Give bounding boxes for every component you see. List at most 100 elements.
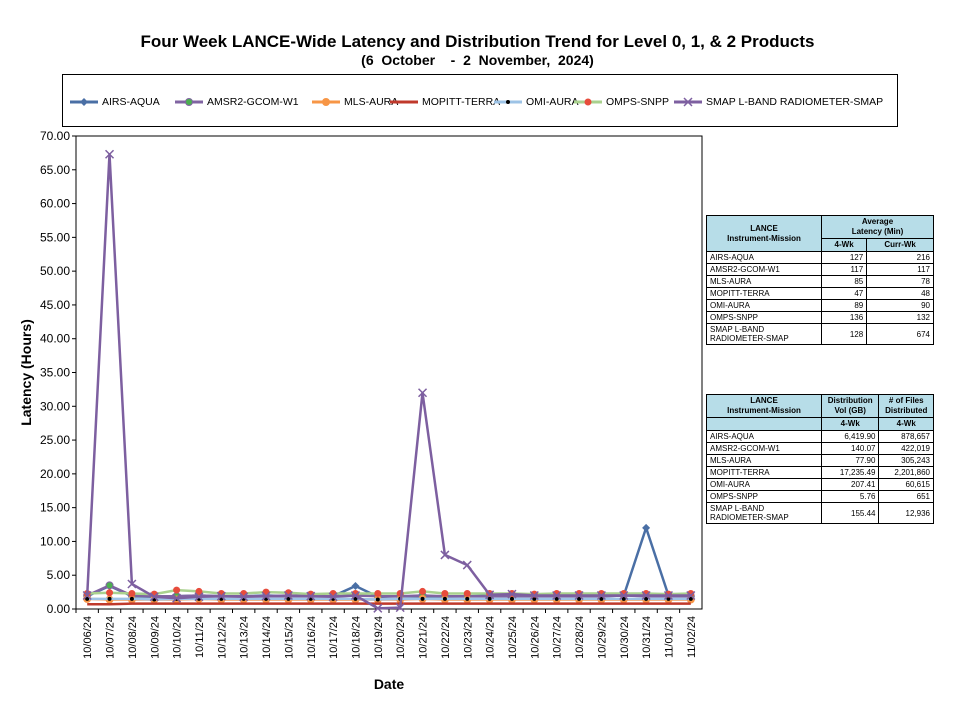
distribution-table-cell-a: 6,419.90 <box>820 430 880 443</box>
data-point <box>149 592 159 602</box>
data-point <box>686 590 696 601</box>
data-point <box>599 596 604 601</box>
legend-label: AIRS-AQUA <box>102 96 160 108</box>
latency-table-cell-name: SMAP L-BAND RADIOMETER-SMAP <box>706 323 822 345</box>
data-point <box>440 550 450 560</box>
data-point <box>328 592 338 602</box>
distribution-table-row: SMAP L-BAND RADIOMETER-SMAP 155.44 12,936 <box>706 502 934 524</box>
data-point <box>375 597 380 602</box>
y-tick-label: 40.00 <box>40 332 70 346</box>
distribution-table-row: AMSR2-GCOM-W1 140.07 422,019 <box>706 442 934 455</box>
x-tick-label: 10/11/24 <box>194 616 206 658</box>
x-tick-label: 10/27/24 <box>552 616 564 659</box>
latency-table-cell-name: OMPS-SNPP <box>706 311 822 324</box>
distribution-table-cell-b: 305,243 <box>878 454 934 467</box>
data-point <box>420 596 425 601</box>
data-point <box>485 590 495 600</box>
x-axis-title: Date <box>374 676 405 692</box>
distribution-table-row: OMI-AURA 207.41 60,615 <box>706 478 934 491</box>
latency-table-cell-a: 85 <box>820 275 868 288</box>
latency-table-cell-b: 117 <box>866 263 934 276</box>
latency-table-cell-a: 47 <box>820 287 868 300</box>
data-point <box>106 589 114 597</box>
legend-swatch <box>175 98 203 106</box>
x-tick-label: 10/10/24 <box>172 616 184 659</box>
x-tick-label: 10/21/24 <box>418 616 430 659</box>
data-point <box>552 590 562 601</box>
legend-item: MOPITT-TERRA <box>389 94 500 110</box>
distribution-table-cell-b: 651 <box>878 490 934 503</box>
legend-marker <box>683 97 693 107</box>
y-tick-label: 20.00 <box>40 467 70 481</box>
x-tick-label: 11/01/24 <box>663 616 675 658</box>
distribution-table-cell-b: 12,936 <box>878 502 934 524</box>
data-point <box>418 388 428 398</box>
y-tick-label: 65.00 <box>40 163 70 177</box>
latency-table-header-average: Average Latency (Min) <box>821 215 934 239</box>
data-point <box>107 596 112 601</box>
series-line <box>87 602 691 606</box>
latency-table-cell-a: 117 <box>820 263 868 276</box>
latency-table-cell-b: 78 <box>866 275 934 288</box>
y-tick-label: 50.00 <box>40 264 70 278</box>
series-line <box>85 152 691 610</box>
x-tick-label: 10/15/24 <box>283 616 295 659</box>
data-point <box>419 587 427 595</box>
latency-table-cell-name: OMI-AURA <box>706 299 822 312</box>
x-tick-label: 10/22/24 <box>440 616 452 659</box>
latency-table-cell-a: 89 <box>820 299 868 312</box>
latency-table-row: MLS-AURA 85 78 <box>706 275 934 288</box>
data-point <box>395 603 405 613</box>
data-point <box>532 596 537 601</box>
distribution-table-cell-b: 60,615 <box>878 478 934 491</box>
distribution-table-cell-a: 155.44 <box>820 502 880 524</box>
chart-title: Four Week LANCE-Wide Latency and Distrib… <box>140 32 815 51</box>
y-tick-label: 45.00 <box>40 298 70 312</box>
data-point <box>642 523 651 532</box>
distribution-table-cell-b: 422,019 <box>878 442 934 455</box>
data-point <box>128 589 136 597</box>
distribution-table-cell-name: OMI-AURA <box>706 478 822 491</box>
data-point <box>216 591 226 601</box>
x-tick-label: 10/13/24 <box>239 616 251 659</box>
data-point <box>487 596 492 601</box>
distribution-table-cell-a: 140.07 <box>820 442 880 455</box>
y-tick-label: 30.00 <box>40 399 70 413</box>
data-point <box>442 596 447 601</box>
legend-marker <box>322 98 330 106</box>
latency-table-row: OMI-AURA 89 90 <box>706 299 934 312</box>
distribution-table-row: OMPS-SNPP 5.76 651 <box>706 490 934 503</box>
latency-table-cell-name: AIRS-AQUA <box>706 251 822 264</box>
data-point <box>529 590 539 601</box>
data-point <box>666 596 671 601</box>
data-point <box>688 596 693 601</box>
data-point <box>283 590 293 601</box>
latency-table-subheader-4wk: 4-Wk <box>820 238 868 252</box>
data-point <box>173 586 181 594</box>
data-point <box>441 589 449 597</box>
x-tick-label: 10/16/24 <box>306 616 318 659</box>
distribution-table-cell-a: 5.76 <box>820 490 880 503</box>
data-point <box>239 592 249 602</box>
data-point <box>463 589 471 597</box>
x-tick-label: 10/29/24 <box>596 616 608 659</box>
legend-swatch <box>574 98 602 106</box>
x-tick-label: 10/31/24 <box>641 616 653 659</box>
x-tick-label: 10/08/24 <box>127 616 139 659</box>
x-tick-label: 11/02/24 <box>686 616 698 658</box>
data-point <box>509 596 514 601</box>
latency-table-cell-b: 132 <box>866 311 934 324</box>
data-point <box>373 603 383 613</box>
x-tick-label: 10/17/24 <box>328 616 340 659</box>
distribution-table: LANCE Instrument-Mission Distribution Vol … <box>706 394 934 524</box>
x-tick-label: 10/19/24 <box>373 616 385 659</box>
data-point <box>644 596 649 601</box>
latency-table-row: SMAP L-BAND RADIOMETER-SMAP 128 674 <box>706 323 934 345</box>
data-point <box>105 581 114 590</box>
y-axis-title: Latency (Hours) <box>18 319 34 426</box>
distribution-table-subheader-blank <box>706 417 822 431</box>
distribution-table-cell-b: 2,201,860 <box>878 466 934 479</box>
y-tick-label: 15.00 <box>40 501 70 515</box>
latency-table-row: MOPITT-TERRA 47 48 <box>706 287 934 300</box>
legend-swatch <box>390 100 418 104</box>
